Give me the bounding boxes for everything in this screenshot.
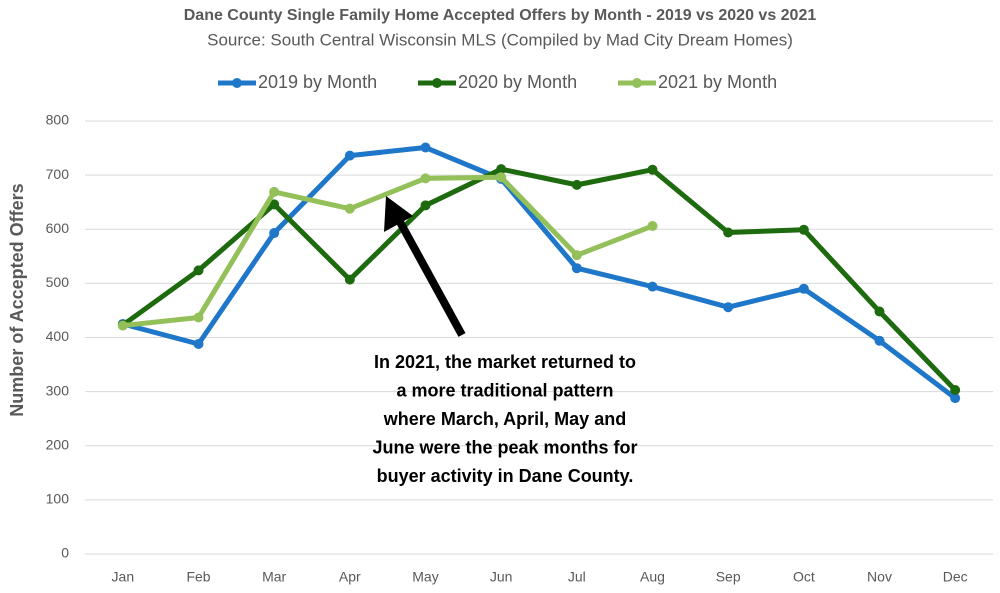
annotation-arrow [384,196,466,337]
x-tick-label: Jun [490,569,513,585]
x-tick-label: May [412,569,438,585]
y-tick-label: 0 [61,545,69,561]
point [798,283,809,294]
legend-label: 2019 by Month [258,72,377,92]
chart-title: Dane County Single Family Home Accepted … [184,7,817,24]
point [723,227,734,238]
y-tick-label: 500 [46,274,70,290]
point [117,320,128,331]
point [193,265,204,276]
annotation-line: buyer activity in Dane County. [377,466,634,486]
point [950,393,961,404]
x-tick-label: Jan [112,569,135,585]
point [571,179,582,190]
y-tick-label: 700 [46,166,70,182]
point [647,164,658,175]
point [193,338,204,349]
point [647,281,658,292]
point [496,172,507,183]
x-tick-label: Sep [716,569,741,585]
x-tick-label: Feb [186,569,210,585]
point [344,203,355,214]
point [571,250,582,261]
point [496,164,507,175]
legend-marker [232,78,242,88]
point [798,224,809,235]
annotation-line: In 2021, the market returned to [374,352,636,372]
point [647,221,658,232]
series-line [122,145,957,401]
series-line [122,174,654,329]
point [950,385,961,396]
x-tick-label: Jul [568,569,586,585]
point [344,150,355,161]
y-tick-label: 600 [46,220,70,236]
x-tick-label: Dec [943,569,968,585]
y-tick-label: 300 [46,382,70,398]
x-tick-label: Nov [867,569,892,585]
point [344,274,355,285]
chart-subtitle: Source: South Central Wisconsin MLS (Com… [207,30,793,49]
y-tick-label: 200 [46,436,70,452]
x-tick-label: Mar [262,569,286,585]
point [420,200,431,211]
x-tick-label: Oct [793,569,815,585]
annotation-line: June were the peak months for [372,437,637,457]
point [269,199,280,210]
point [420,142,431,153]
point [874,335,885,346]
arrow-shaft [396,220,466,337]
y-tick-label: 100 [46,491,70,507]
legend-marker [432,78,442,88]
point [193,312,204,323]
point [269,186,280,197]
point [571,263,582,274]
legend-label: 2021 by Month [658,72,777,92]
point [723,302,734,313]
x-tick-label: Aug [640,569,665,585]
annotation-line: where March, April, May and [383,409,626,429]
point [269,228,280,239]
y-tick-label: 400 [46,328,70,344]
x-tick-label: Apr [339,569,361,585]
annotation-line: a more traditional pattern [396,380,613,400]
y-tick-label: 800 [46,112,70,128]
legend-marker [632,78,642,88]
y-axis-label: Number of Accepted Offers [7,183,27,416]
arrow-head [384,196,413,232]
legend-label: 2020 by Month [458,72,577,92]
point [874,306,885,317]
point [420,173,431,184]
